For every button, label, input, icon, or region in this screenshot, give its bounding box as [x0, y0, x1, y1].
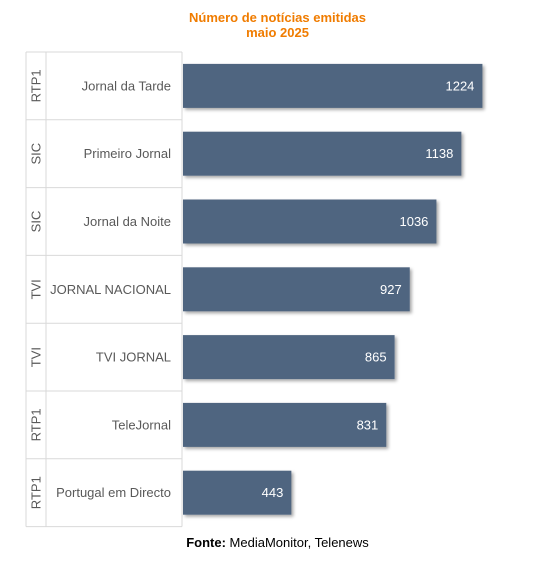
data-label: 831 [357, 417, 379, 432]
category-label: Primeiro Jornal [84, 146, 172, 161]
data-label: 865 [365, 350, 387, 365]
bar [183, 267, 410, 312]
bar [183, 199, 437, 244]
data-label: 443 [262, 485, 284, 500]
chart-title: Número de notícias emitidas [189, 10, 366, 25]
data-label: 1138 [425, 146, 453, 161]
bar [183, 470, 292, 515]
group-label: SIC [29, 211, 44, 233]
source-note: Fonte: MediaMonitor, Telenews [0, 535, 555, 550]
bar [183, 131, 462, 176]
data-label: 1224 [445, 78, 474, 93]
group-label: TVI [29, 279, 44, 299]
category-label: Jornal da Tarde [82, 78, 171, 93]
group-label: RTP1 [29, 408, 44, 441]
bar [183, 402, 387, 447]
data-label: 1036 [399, 214, 428, 229]
category-label: Jornal da Noite [84, 214, 171, 229]
group-label: SIC [29, 143, 44, 165]
data-label: 927 [380, 282, 402, 297]
category-label: Portugal em Directo [56, 485, 171, 500]
chart-subtitle: maio 2025 [246, 25, 309, 40]
category-label: JORNAL NACIONAL [50, 282, 171, 297]
category-label: TVI JORNAL [96, 350, 171, 365]
group-label: RTP1 [29, 476, 44, 509]
source-text: MediaMonitor, Telenews [229, 535, 369, 550]
group-label: RTP1 [29, 69, 44, 102]
category-label: TeleJornal [112, 417, 171, 432]
group-label: TVI [29, 347, 44, 367]
source-label: Fonte: [186, 535, 226, 550]
bar [183, 63, 483, 108]
bar [183, 335, 395, 380]
